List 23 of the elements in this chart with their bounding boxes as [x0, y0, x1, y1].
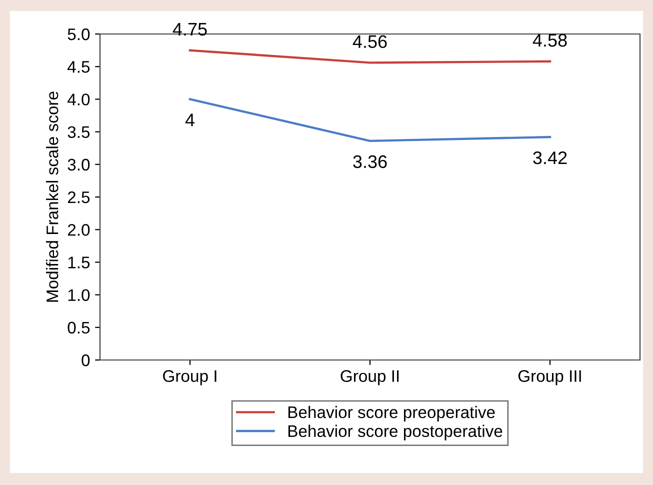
y-tick-label: 3.0 — [68, 158, 90, 171]
legend-label: Behavior score preoperative — [288, 406, 495, 422]
x-tick-label: Group III — [518, 370, 581, 386]
legend-label: Behavior score postoperative — [288, 424, 502, 440]
y-tick-label: 0 — [82, 354, 90, 366]
x-tick-label: Group I — [163, 370, 216, 386]
y-tick-label: 5.0 — [68, 28, 90, 40]
data-label: 3.42 — [533, 151, 567, 164]
y-tick-label: 2.0 — [68, 224, 90, 236]
data-label: 3.36 — [353, 155, 387, 168]
y-tick-label: 0.5 — [68, 322, 90, 334]
data-label: 4.58 — [532, 34, 567, 47]
x-tick-label: Group II — [340, 370, 399, 386]
y-tick-label: 3.5 — [68, 126, 90, 138]
data-label: 4.75 — [172, 23, 207, 36]
y-axis-title: Modified Frankel scale score — [46, 92, 58, 302]
y-tick-label: 4.5 — [67, 61, 90, 73]
data-label: 4.56 — [352, 35, 387, 48]
y-tick-label: 1.5 — [68, 256, 90, 268]
y-tick-label: 1.0 — [68, 289, 90, 302]
y-tick-label: 2.5 — [68, 191, 90, 204]
data-label: 4 — [185, 114, 194, 126]
y-tick-label: 4.0 — [67, 94, 90, 106]
